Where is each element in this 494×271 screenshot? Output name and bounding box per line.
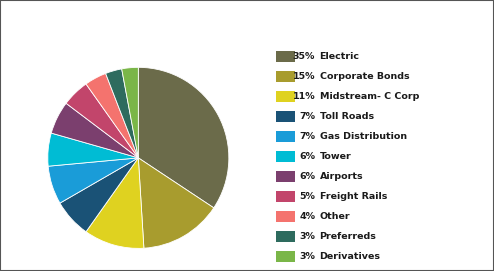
Bar xyxy=(276,211,294,222)
Wedge shape xyxy=(106,69,138,158)
Bar xyxy=(276,171,294,182)
Text: 6%: 6% xyxy=(299,172,315,181)
Wedge shape xyxy=(122,67,138,158)
Text: Corporate Bonds: Corporate Bonds xyxy=(320,72,409,81)
Bar xyxy=(276,251,294,262)
Text: Toll Roads: Toll Roads xyxy=(320,112,373,121)
Text: Tower: Tower xyxy=(320,152,351,161)
Text: 3%: 3% xyxy=(299,232,315,241)
Wedge shape xyxy=(48,158,138,203)
Text: Sector Diversification: Sector Diversification xyxy=(6,17,202,32)
Text: Airports: Airports xyxy=(320,172,363,181)
Wedge shape xyxy=(138,158,214,248)
Bar xyxy=(276,231,294,242)
Bar xyxy=(276,131,294,142)
Wedge shape xyxy=(60,158,138,232)
Bar xyxy=(276,151,294,162)
Bar xyxy=(276,91,294,102)
Wedge shape xyxy=(138,67,229,208)
Wedge shape xyxy=(86,73,138,158)
Wedge shape xyxy=(66,84,138,158)
Bar xyxy=(276,71,294,82)
Text: 5%: 5% xyxy=(299,192,315,201)
Text: Gas Distribution: Gas Distribution xyxy=(320,132,407,141)
Bar xyxy=(276,51,294,62)
Text: 7%: 7% xyxy=(299,132,315,141)
Text: Derivatives: Derivatives xyxy=(320,251,380,260)
Wedge shape xyxy=(51,103,138,158)
Bar xyxy=(276,191,294,202)
Text: 4%: 4% xyxy=(299,212,315,221)
Text: 11%: 11% xyxy=(292,92,315,101)
Text: 35%: 35% xyxy=(293,53,315,62)
Bar xyxy=(276,111,294,122)
Wedge shape xyxy=(48,133,138,166)
Text: Electric: Electric xyxy=(320,53,360,62)
Text: 6%: 6% xyxy=(299,152,315,161)
Wedge shape xyxy=(86,158,144,248)
Text: 3%: 3% xyxy=(299,251,315,260)
Text: Midstream- C Corp: Midstream- C Corp xyxy=(320,92,419,101)
Text: Other: Other xyxy=(320,212,350,221)
Text: Freight Rails: Freight Rails xyxy=(320,192,387,201)
Text: Preferreds: Preferreds xyxy=(320,232,376,241)
Text: 7%: 7% xyxy=(299,112,315,121)
Text: 15%: 15% xyxy=(292,72,315,81)
